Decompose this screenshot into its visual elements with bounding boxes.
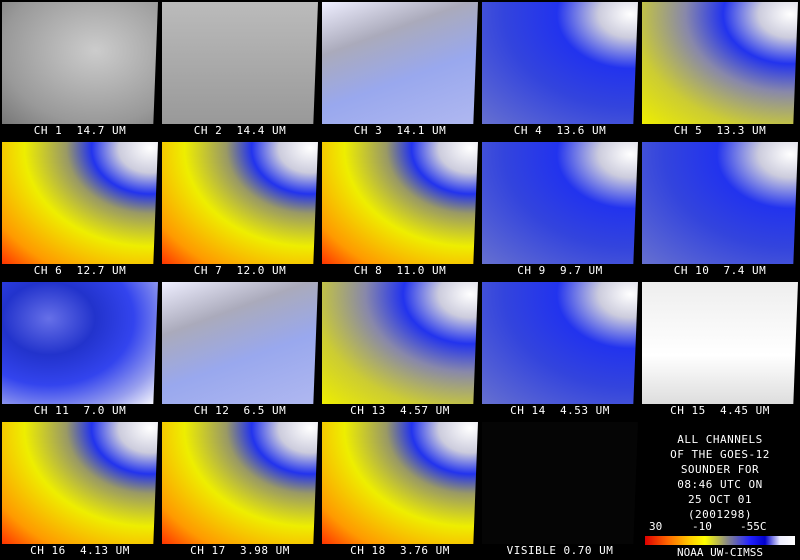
satellite-image [322,142,478,264]
satellite-image [482,2,638,124]
panel: CH 15 4.45 UM [640,280,800,420]
panel: CH 4 13.6 UM [480,0,640,140]
satellite-image [642,2,798,124]
satellite-image [322,282,478,404]
satellite-image [162,2,318,124]
channel-label: CH 15 4.45 UM [670,404,770,417]
satellite-image [642,282,798,404]
panel: CH 12 6.5 UM [160,280,320,420]
channel-label: CH 18 3.76 UM [350,544,450,557]
panel: CH 1 14.7 UM [0,0,160,140]
panel: CH 2 14.4 UM [160,0,320,140]
colorbar-label: 30 [649,520,663,533]
satellite-image [482,282,638,404]
satellite-image [2,282,158,404]
channel-label: CH 1 14.7 UM [33,124,127,137]
panel: CH 8 11.0 UM [320,140,480,280]
satellite-image [642,142,798,264]
channel-label: CH 17 3.98 UM [190,544,290,557]
panel: CH 11 7.0 UM [0,280,160,420]
channel-label: CH 4 13.6 UM [513,124,607,137]
satellite-image [162,422,318,544]
panel: CH 3 14.1 UM [320,0,480,140]
channel-label: CH 13 4.57 UM [350,404,450,417]
satellite-image [162,282,318,404]
panel: CH 10 7.4 UM [640,140,800,280]
satellite-image [2,422,158,544]
panel: CH 14 4.53 UM [480,280,640,420]
info-line: SOUNDER FOR [680,463,760,476]
info-line: 08:46 UTC ON [677,478,763,491]
info-line: 25 OCT 01 [687,493,753,506]
panel: VISIBLE 0.70 UM [480,420,640,560]
info-line: (2001298) [687,508,753,521]
channel-label: VISIBLE 0.70 UM [506,544,614,557]
panel: CH 16 4.13 UM [0,420,160,560]
channel-label: CH 6 12.7 UM [33,264,127,277]
info-line: OF THE GOES-12 [670,448,770,461]
satellite-image [2,142,158,264]
satellite-image [2,2,158,124]
colorbar-label: -10 [692,520,712,533]
info-text: ALL CHANNELS OF THE GOES-12 SOUNDER FOR 08:… [640,432,800,522]
panel: CH 18 3.76 UM [320,420,480,560]
satellite-image [322,2,478,124]
panel: CH 17 3.98 UM [160,420,320,560]
info-line: ALL CHANNELS [677,433,763,446]
channel-label: CH 3 14.1 UM [353,124,447,137]
colorbar-label: -55C [740,520,767,533]
channel-label: CH 12 6.5 UM [193,404,287,417]
channel-label: CH 7 12.0 UM [193,264,287,277]
satellite-image [322,422,478,544]
panel: CH 9 9.7 UM [480,140,640,280]
channel-label: CH 14 4.53 UM [510,404,610,417]
channel-label: CH 9 9.7 UM [517,264,603,277]
satellite-image [482,422,638,544]
channel-label: CH 10 7.4 UM [673,264,767,277]
channel-label: CH 8 11.0 UM [353,264,447,277]
channel-label: CH 2 14.4 UM [193,124,287,137]
panel: CH 6 12.7 UM [0,140,160,280]
panel: CH 5 13.3 UM [640,0,800,140]
satellite-image [482,142,638,264]
channel-label: CH 11 7.0 UM [33,404,127,417]
credit: NOAA UW-CIMSS [676,546,764,559]
panel: CH 7 12.0 UM [160,140,320,280]
channel-label: CH 16 4.13 UM [30,544,130,557]
color-bar [645,536,795,545]
channel-label: CH 5 13.3 UM [673,124,767,137]
satellite-image [162,142,318,264]
panel: CH 13 4.57 UM [320,280,480,420]
